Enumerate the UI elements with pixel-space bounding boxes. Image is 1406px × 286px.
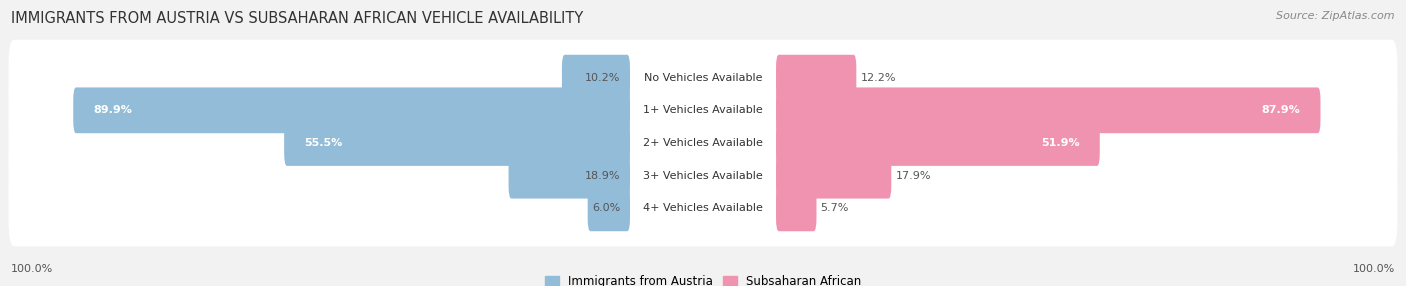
FancyBboxPatch shape	[776, 186, 817, 231]
Text: 18.9%: 18.9%	[585, 171, 620, 181]
FancyBboxPatch shape	[8, 105, 1398, 181]
FancyBboxPatch shape	[588, 186, 630, 231]
FancyBboxPatch shape	[562, 55, 630, 100]
Text: 87.9%: 87.9%	[1261, 105, 1301, 115]
Text: 4+ Vehicles Available: 4+ Vehicles Available	[643, 203, 763, 213]
Text: IMMIGRANTS FROM AUSTRIA VS SUBSAHARAN AFRICAN VEHICLE AVAILABILITY: IMMIGRANTS FROM AUSTRIA VS SUBSAHARAN AF…	[11, 11, 583, 26]
FancyBboxPatch shape	[8, 40, 1398, 116]
Text: 12.2%: 12.2%	[860, 73, 896, 83]
Text: 2+ Vehicles Available: 2+ Vehicles Available	[643, 138, 763, 148]
Text: 55.5%: 55.5%	[304, 138, 343, 148]
Legend: Immigrants from Austria, Subsaharan African: Immigrants from Austria, Subsaharan Afri…	[540, 270, 866, 286]
Text: 100.0%: 100.0%	[11, 264, 53, 274]
Text: 3+ Vehicles Available: 3+ Vehicles Available	[643, 171, 763, 181]
Text: 5.7%: 5.7%	[821, 203, 849, 213]
FancyBboxPatch shape	[284, 120, 630, 166]
Text: 6.0%: 6.0%	[592, 203, 620, 213]
FancyBboxPatch shape	[73, 88, 630, 133]
FancyBboxPatch shape	[776, 55, 856, 100]
Text: No Vehicles Available: No Vehicles Available	[644, 73, 762, 83]
Text: 89.9%: 89.9%	[93, 105, 132, 115]
FancyBboxPatch shape	[776, 153, 891, 198]
Text: 1+ Vehicles Available: 1+ Vehicles Available	[643, 105, 763, 115]
FancyBboxPatch shape	[8, 72, 1398, 148]
FancyBboxPatch shape	[776, 88, 1320, 133]
Text: Source: ZipAtlas.com: Source: ZipAtlas.com	[1277, 11, 1395, 21]
FancyBboxPatch shape	[8, 170, 1398, 246]
FancyBboxPatch shape	[776, 120, 1099, 166]
Text: 51.9%: 51.9%	[1042, 138, 1080, 148]
FancyBboxPatch shape	[509, 153, 630, 198]
Text: 10.2%: 10.2%	[585, 73, 620, 83]
FancyBboxPatch shape	[8, 138, 1398, 214]
Text: 100.0%: 100.0%	[1353, 264, 1395, 274]
Text: 17.9%: 17.9%	[896, 171, 931, 181]
